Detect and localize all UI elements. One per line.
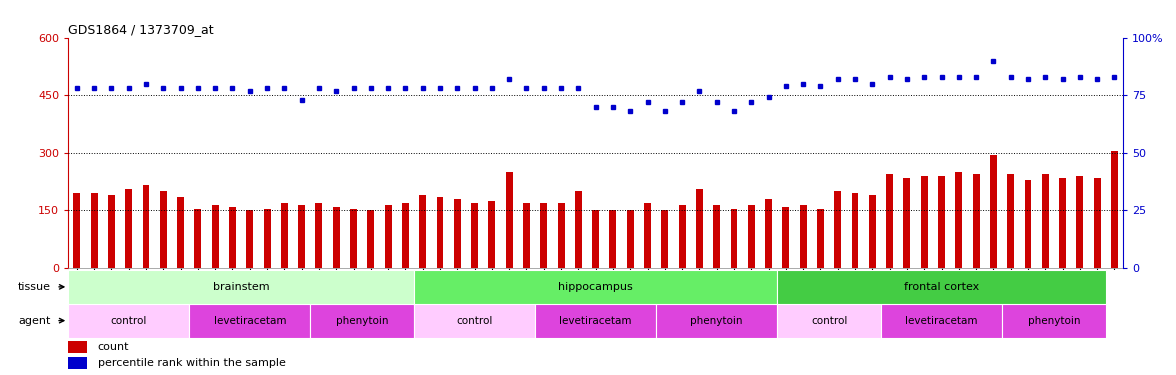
Text: frontal cortex: frontal cortex <box>904 282 980 292</box>
Bar <box>696 189 703 268</box>
Text: percentile rank within the sample: percentile rank within the sample <box>98 358 286 368</box>
Bar <box>609 210 616 268</box>
Text: hippocampus: hippocampus <box>559 282 633 292</box>
Text: phenytoin: phenytoin <box>690 316 743 326</box>
Bar <box>315 203 322 268</box>
Bar <box>713 205 720 268</box>
Bar <box>333 207 340 268</box>
Bar <box>178 197 185 268</box>
Text: tissue: tissue <box>18 282 51 292</box>
Text: control: control <box>456 316 493 326</box>
Text: GDS1864 / 1373709_at: GDS1864 / 1373709_at <box>68 23 214 36</box>
Bar <box>766 199 771 268</box>
Bar <box>834 191 841 268</box>
Bar <box>263 209 270 268</box>
Bar <box>68 341 87 352</box>
Bar <box>955 172 962 268</box>
Bar <box>644 203 652 268</box>
Bar <box>1060 178 1065 268</box>
Bar <box>436 197 443 268</box>
Bar <box>229 207 236 268</box>
Bar <box>420 195 426 268</box>
Bar <box>661 210 668 268</box>
Bar <box>593 210 599 268</box>
Bar <box>414 270 777 304</box>
Bar <box>246 210 253 268</box>
Bar <box>189 304 310 338</box>
Bar <box>777 270 1105 304</box>
Text: control: control <box>811 316 847 326</box>
Text: control: control <box>111 316 147 326</box>
Text: agent: agent <box>19 316 51 326</box>
Bar <box>506 172 513 268</box>
Bar <box>938 176 946 268</box>
Bar <box>887 174 893 268</box>
Text: count: count <box>98 342 129 352</box>
Bar <box>1111 151 1118 268</box>
Text: levetiracetam: levetiracetam <box>560 316 632 326</box>
Bar <box>1007 174 1014 268</box>
Text: phenytoin: phenytoin <box>336 316 388 326</box>
Bar <box>1042 174 1049 268</box>
Bar <box>281 203 288 268</box>
Text: levetiracetam: levetiracetam <box>906 316 977 326</box>
Bar <box>142 186 149 268</box>
Bar <box>730 209 737 268</box>
Bar <box>540 203 547 268</box>
Text: brainstem: brainstem <box>213 282 269 292</box>
Bar <box>126 189 132 268</box>
Bar <box>921 176 928 268</box>
Bar <box>68 357 87 369</box>
Bar <box>748 205 755 268</box>
Bar <box>523 203 530 268</box>
Bar <box>454 199 461 268</box>
Bar <box>800 205 807 268</box>
Bar <box>402 203 409 268</box>
Bar <box>990 155 997 268</box>
Bar <box>414 304 535 338</box>
Text: levetiracetam: levetiracetam <box>214 316 286 326</box>
Bar <box>575 191 582 268</box>
Bar <box>385 205 392 268</box>
Bar <box>1002 304 1105 338</box>
Bar <box>68 270 414 304</box>
Bar <box>367 210 374 268</box>
Bar <box>851 193 858 268</box>
Bar <box>310 304 414 338</box>
Text: phenytoin: phenytoin <box>1028 316 1081 326</box>
Bar <box>472 203 479 268</box>
Bar <box>535 304 656 338</box>
Bar <box>557 203 564 268</box>
Bar <box>903 178 910 268</box>
Bar <box>881 304 1002 338</box>
Bar <box>350 209 358 268</box>
Bar <box>91 193 98 268</box>
Bar <box>869 195 876 268</box>
Bar <box>782 207 789 268</box>
Bar <box>1076 176 1083 268</box>
Bar <box>73 193 80 268</box>
Bar <box>656 304 777 338</box>
Bar <box>212 205 219 268</box>
Bar <box>679 205 686 268</box>
Bar <box>1094 178 1101 268</box>
Bar <box>299 205 305 268</box>
Bar <box>68 304 189 338</box>
Bar <box>627 210 634 268</box>
Bar <box>194 209 201 268</box>
Bar <box>160 191 167 268</box>
Bar <box>108 195 115 268</box>
Bar <box>973 174 980 268</box>
Bar <box>817 209 824 268</box>
Bar <box>488 201 495 268</box>
Bar <box>1024 180 1031 268</box>
Bar <box>777 304 881 338</box>
